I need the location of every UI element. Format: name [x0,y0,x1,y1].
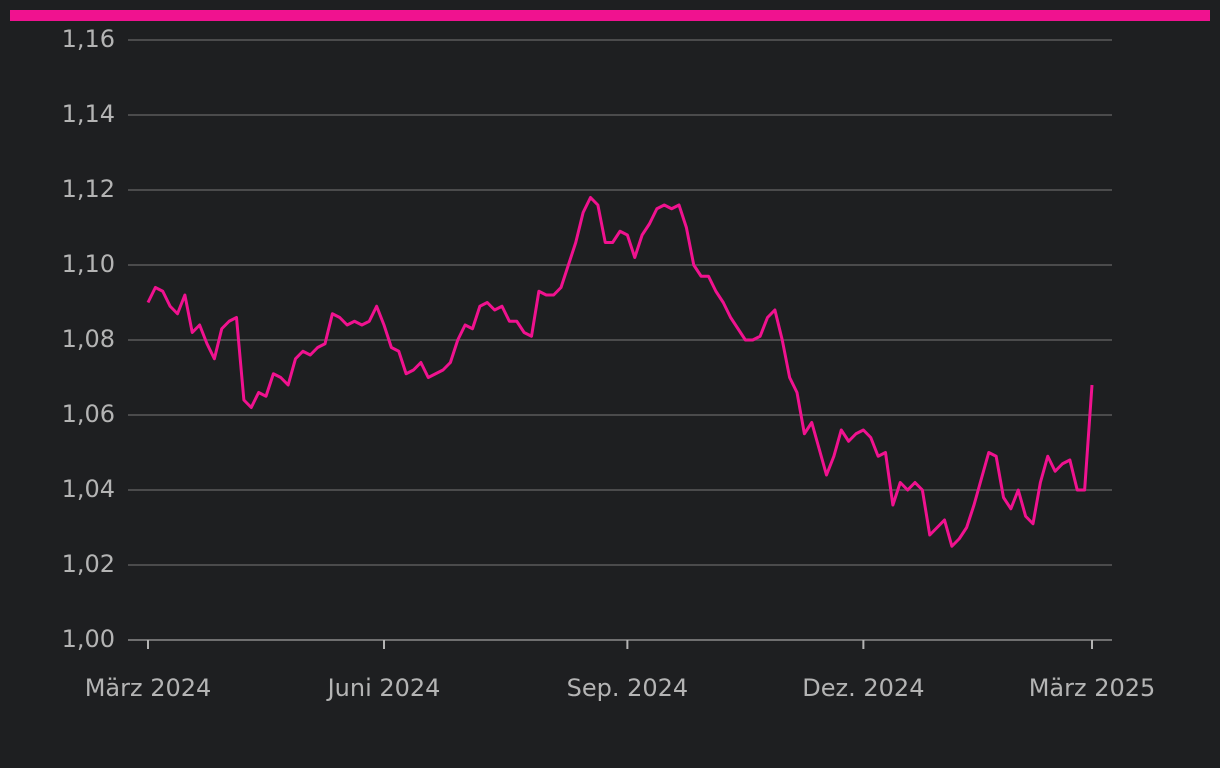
y-tick-label: 1,08 [62,325,115,353]
y-tick-label: 1,02 [62,550,115,578]
y-tick-label: 1,14 [62,100,115,128]
x-tick-label: Sep. 2024 [567,674,689,702]
x-tick-label: Dez. 2024 [802,674,924,702]
y-tick-label: 1,16 [62,25,115,53]
line-series [146,196,1094,548]
x-tick-label: März 2024 [85,674,212,702]
y-tick-label: 1,10 [62,250,115,278]
x-tick-label: März 2025 [1029,674,1156,702]
top-bar [10,10,1210,21]
y-tick-label: 1,00 [62,625,115,653]
y-tick-label: 1,04 [62,475,115,503]
x-tick-label: Juni 2024 [326,674,441,702]
y-tick-label: 1,06 [62,400,115,428]
y-tick-label: 1,12 [62,175,115,203]
